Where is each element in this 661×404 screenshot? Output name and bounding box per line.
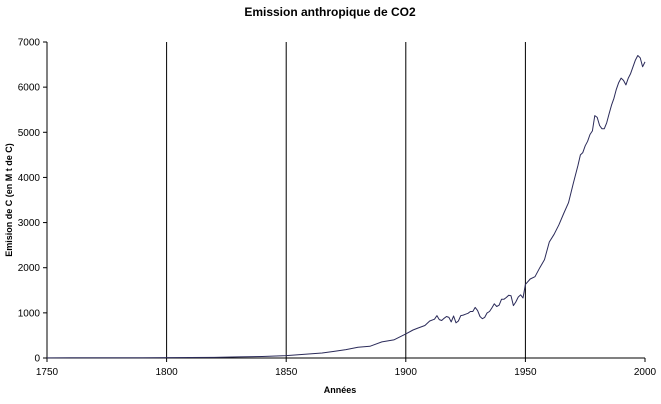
y-tick-label: 0 [34,354,40,365]
x-tick-label: 1850 [275,367,298,378]
x-axis-label: Années [324,385,357,395]
x-tick-label: 2000 [634,367,657,378]
y-axis-label: Emision de C (en M t de C) [4,143,14,257]
vertical-gridlines [166,42,526,358]
x-tick-label: 1800 [155,367,178,378]
y-tick-label: 6000 [18,83,41,94]
x-axis-ticks: 1750 1800 1850 1900 1950 2000 [36,358,657,378]
y-tick-label: 5000 [18,128,41,139]
x-tick-label: 1900 [395,367,418,378]
y-tick-label: 3000 [18,218,41,229]
x-tick-label: 1750 [36,367,59,378]
y-tick-label: 1000 [18,308,41,319]
chart-title: Emission anthropique de CO2 [244,5,416,19]
y-tick-label: 7000 [18,38,41,49]
y-tick-label: 2000 [18,263,41,274]
y-axis-ticks: 0 1000 2000 3000 4000 5000 6000 7000 [18,38,47,365]
y-tick-label: 4000 [18,173,41,184]
series-line [46,55,646,359]
x-tick-label: 1950 [514,367,537,378]
